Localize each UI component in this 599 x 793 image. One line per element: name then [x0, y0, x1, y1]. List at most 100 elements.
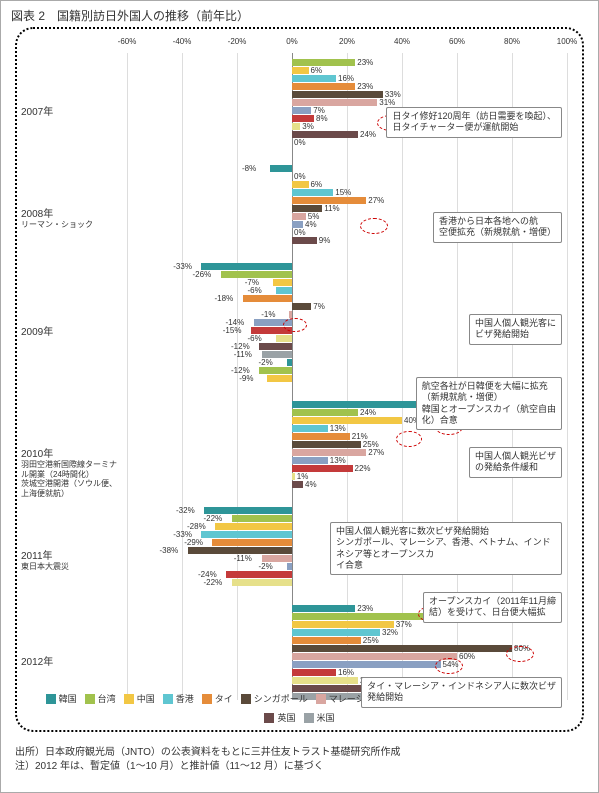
- year-label: 2009年: [21, 323, 117, 338]
- bar-fill: [232, 515, 293, 522]
- legend-label: 中国: [137, 692, 155, 705]
- bar: 0%: [27, 173, 572, 180]
- bar-fill: [292, 99, 377, 106]
- bar-value: -33%: [173, 262, 192, 271]
- legend-item: シンガポール: [241, 692, 308, 705]
- bar-value: 0%: [294, 172, 306, 181]
- legend-swatch: [46, 694, 56, 704]
- bar-fill: [292, 645, 512, 652]
- bar-fill: [292, 107, 311, 114]
- bar-fill: [292, 303, 311, 310]
- legend-swatch: [163, 694, 173, 704]
- chart-frame: -60%-40%-20%0%20%40%60%80%100%23%6%16%23…: [15, 27, 584, 732]
- bar-value: 8%: [316, 114, 328, 123]
- bar-value: -22%: [204, 514, 223, 523]
- bar-value: 27%: [368, 196, 384, 205]
- bar-fill: [292, 237, 317, 244]
- bar-fill: [292, 205, 322, 212]
- bar-fill: [259, 367, 292, 374]
- legend-label: 英国: [277, 711, 295, 724]
- bar-value: 31%: [379, 98, 395, 107]
- bar-value: 4%: [305, 480, 317, 489]
- bar-value: -29%: [184, 538, 203, 547]
- bar: 7%: [27, 303, 572, 310]
- page-root: 図表 2 国籍別訪日外国人の推移（前年比） -60%-40%-20%0%20%4…: [0, 0, 599, 793]
- bar-fill: [292, 213, 306, 220]
- bar-value: -1%: [261, 310, 275, 319]
- annotation-box: タイ・マレーシア・インドネシア人に数次ビザ発給開始: [361, 677, 562, 708]
- bar: 15%: [27, 189, 572, 196]
- bar: 27%: [27, 197, 572, 204]
- footnote: 出所）日本政府観光局（JNTO）の公表資料をもとに三井住友トラスト基礎研究所作成…: [15, 746, 584, 774]
- legend-swatch: [241, 694, 251, 704]
- bar-value: -22%: [204, 578, 223, 587]
- bar-value: 13%: [330, 456, 346, 465]
- bar-value: 11%: [324, 204, 339, 213]
- bar-fill: [201, 263, 292, 270]
- legend-item: 韓国: [46, 692, 77, 705]
- bar-value: 6%: [311, 180, 323, 189]
- bar: 23%: [27, 83, 572, 90]
- year-label: 2008年リーマン・ショック: [21, 205, 117, 230]
- bar-fill: [226, 571, 292, 578]
- legend-item: 香港: [163, 692, 194, 705]
- bar-fill: [243, 295, 293, 302]
- annotation-box: 中国人個人観光客にビザ発給開始: [469, 314, 562, 345]
- plot-area: -60%-40%-20%0%20%40%60%80%100%23%6%16%23…: [27, 37, 572, 700]
- bar: 0%: [27, 139, 572, 146]
- bar-value: -32%: [176, 506, 195, 515]
- annotation-box: 中国人個人観光客に数次ビザ発給開始シンガポール、マレーシア、香港、ベトナム、イン…: [330, 522, 562, 575]
- x-tick: -20%: [228, 37, 247, 46]
- bar: -11%: [27, 351, 572, 358]
- bar: 6%: [27, 67, 572, 74]
- bar: 23%: [27, 59, 572, 66]
- bar: 33%: [27, 91, 572, 98]
- bar-value: -11%: [234, 554, 252, 563]
- bar-value: 7%: [313, 302, 325, 311]
- legend-item: タイ: [202, 692, 233, 705]
- bar-fill: [292, 67, 309, 74]
- callout-circle: [396, 431, 422, 447]
- legend-label: 台湾: [98, 692, 116, 705]
- bar-value: 25%: [363, 636, 379, 645]
- bar: -18%: [27, 295, 572, 302]
- bar-value: -2%: [259, 358, 273, 367]
- bar-fill: [292, 189, 333, 196]
- bar-fill: [292, 605, 355, 612]
- bar: -26%: [27, 271, 572, 278]
- bar-value: -2%: [259, 562, 273, 571]
- x-tick: 40%: [394, 37, 410, 46]
- bar-value: 13%: [330, 424, 346, 433]
- bar-fill: [292, 441, 361, 448]
- bar-value: -11%: [234, 350, 252, 359]
- bar-value: 0%: [294, 228, 306, 237]
- bar-fill: [201, 531, 292, 538]
- bar-fill: [292, 457, 328, 464]
- x-tick: 20%: [339, 37, 355, 46]
- bar: 16%: [27, 75, 572, 82]
- bar-fill: [292, 409, 358, 416]
- legend-item: 台湾: [85, 692, 116, 705]
- bar-value: 16%: [338, 74, 354, 83]
- bar-fill: [292, 181, 309, 188]
- bar-value: 32%: [382, 628, 398, 637]
- bar-value: 15%: [335, 188, 351, 197]
- legend-swatch: [304, 713, 314, 723]
- bar: 16%: [27, 669, 572, 676]
- bar-fill: [292, 221, 303, 228]
- x-tick: -60%: [118, 37, 137, 46]
- bar-fill: [221, 271, 293, 278]
- legend-label: シンガポール: [254, 692, 308, 705]
- bar-value: 23%: [357, 58, 373, 67]
- legend-item: 米国: [304, 711, 335, 724]
- bar-fill: [292, 473, 295, 480]
- bar-fill: [287, 359, 293, 366]
- bar: -7%: [27, 279, 572, 286]
- bar: -2%: [27, 359, 572, 366]
- x-tick: 60%: [449, 37, 465, 46]
- legend-label: タイ: [215, 692, 233, 705]
- legend-label: 韓国: [59, 692, 77, 705]
- legend-label: 米国: [317, 711, 335, 724]
- bar-fill: [287, 563, 293, 570]
- bar-fill: [292, 669, 336, 676]
